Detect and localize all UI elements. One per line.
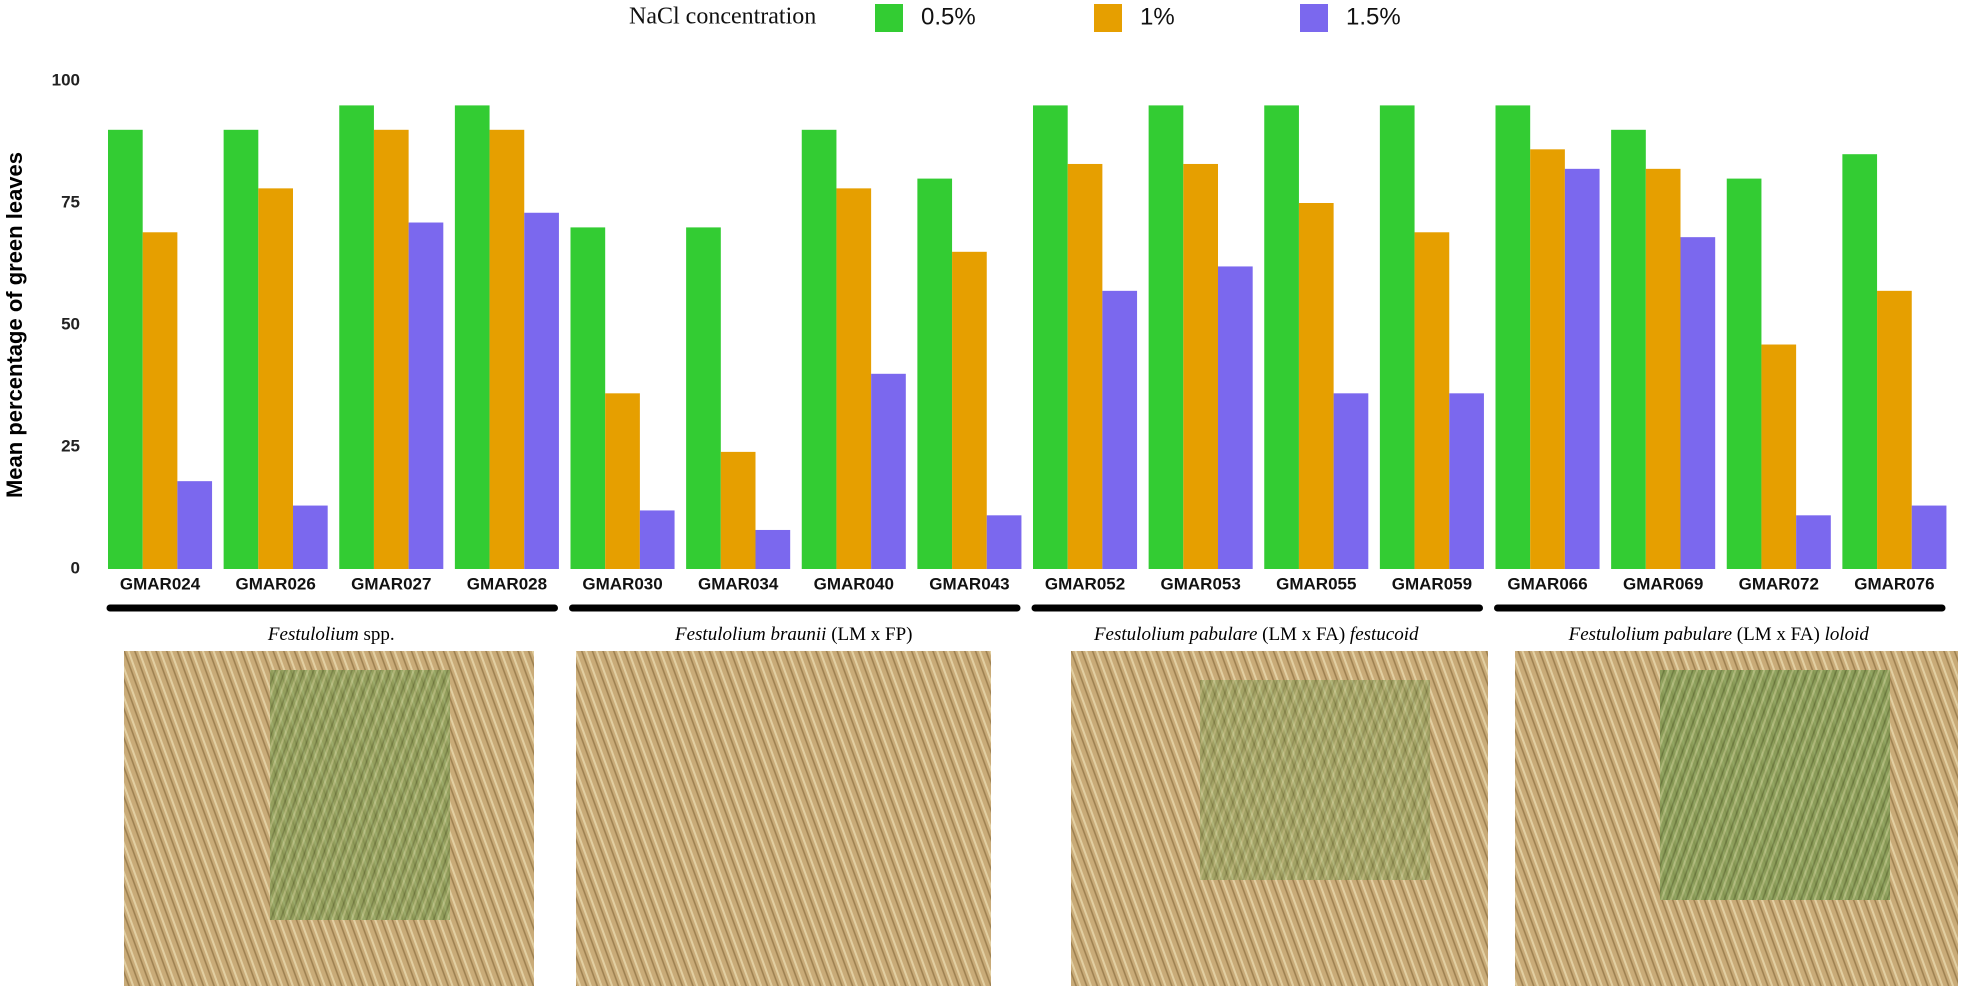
x-tick-label: GMAR028 (467, 574, 547, 593)
photo-green-patch (270, 670, 450, 920)
bar (1414, 232, 1450, 569)
bar (836, 188, 872, 570)
bar (1842, 154, 1878, 569)
group-label: Festulolium braunii (LM x FP) (674, 624, 913, 645)
bar (639, 510, 675, 569)
y-tick-label: 100 (52, 70, 80, 89)
group-label-part: Festulolium pabulare (1093, 624, 1257, 645)
y-tick-label: 50 (61, 314, 80, 333)
bar (917, 178, 953, 569)
bar (142, 232, 178, 569)
bar (1067, 163, 1103, 569)
group-label: Festulolium pabulare (LM x FA) festucoid (1093, 624, 1419, 645)
bar (1379, 105, 1415, 570)
x-tick-label: GMAR069 (1623, 574, 1703, 593)
x-tick-label: GMAR043 (929, 574, 1009, 593)
bar (1726, 178, 1762, 569)
x-tick-label: GMAR059 (1392, 574, 1472, 593)
group-label-part: (LM x FA) (1257, 624, 1350, 645)
bar (1761, 344, 1797, 569)
x-tick-label: GMAR030 (582, 574, 662, 593)
photo-green-patch (1660, 670, 1890, 900)
bar (605, 393, 640, 569)
y-tick-label: 75 (61, 192, 80, 211)
x-tick-label: GMAR066 (1507, 574, 1587, 593)
bar (454, 105, 490, 570)
photo-green-patch (1200, 680, 1430, 880)
group-label-part: (LM x FP) (826, 624, 912, 645)
photos (124, 651, 1958, 986)
x-tick-label: GMAR053 (1161, 574, 1241, 593)
legend-label: 1% (1140, 3, 1175, 30)
bar (1911, 505, 1947, 569)
bar (177, 481, 213, 569)
legend-label: 1.5% (1346, 3, 1401, 30)
group-label-part: (LM x FA) (1732, 624, 1825, 645)
group-label-part: festucoid (1350, 624, 1419, 645)
bar (1183, 163, 1218, 569)
group-label-part: Festulolium pabulare (1568, 624, 1732, 645)
y-tick-label: 25 (61, 436, 80, 455)
legend-swatch (875, 4, 903, 32)
bar (871, 373, 906, 569)
bar (1796, 515, 1831, 569)
group-label-part: loloid (1825, 624, 1870, 645)
x-tick-label: GMAR034 (698, 574, 779, 593)
bar (686, 227, 721, 569)
bar (986, 515, 1022, 569)
bar (258, 188, 293, 570)
group-label: Festulolium pabulare (LM x FA) loloid (1568, 624, 1870, 645)
bar (1033, 105, 1068, 570)
bar (755, 529, 791, 569)
bar (1611, 129, 1646, 570)
group-label-part: Festulolium (267, 624, 359, 645)
bar (1264, 105, 1299, 570)
bar (108, 129, 143, 570)
bar (1680, 237, 1716, 569)
group-label-part: spp. (359, 624, 395, 645)
bar (339, 105, 374, 570)
bar (373, 129, 409, 570)
bar (952, 251, 987, 570)
bar (1148, 105, 1184, 570)
x-tick-label: GMAR076 (1854, 574, 1934, 593)
bar (408, 222, 444, 569)
bar (1218, 266, 1253, 569)
bar (1102, 290, 1138, 569)
bar (1298, 203, 1334, 569)
group-label-part: Festulolium braunii (674, 624, 826, 645)
bar (570, 227, 606, 569)
bar (1449, 393, 1484, 569)
x-tick-label: GMAR072 (1739, 574, 1819, 593)
x-tick-label: GMAR040 (814, 574, 894, 593)
bar (1564, 168, 1600, 569)
bar (1333, 393, 1369, 569)
photo (576, 651, 991, 986)
legend-title: NaCl concentration (629, 4, 816, 30)
bar (1495, 105, 1531, 570)
bar (720, 451, 756, 569)
x-tick-label: GMAR052 (1045, 574, 1125, 593)
bar (801, 129, 837, 570)
bar (524, 212, 559, 569)
group-label: Festulolium spp. (267, 624, 395, 645)
bar (1645, 168, 1681, 569)
legend-swatch (1300, 4, 1328, 32)
bar (1877, 290, 1912, 569)
legend-label: 0.5% (921, 3, 976, 30)
y-tick-label: 0 (71, 558, 80, 577)
legend-swatch (1094, 4, 1122, 32)
bar (293, 505, 328, 569)
bar (1530, 149, 1565, 569)
x-tick-label: GMAR024 (120, 574, 201, 593)
y-axis-title: Mean percentage of green leaves (2, 152, 27, 498)
x-tick-label: GMAR027 (351, 574, 431, 593)
x-tick-label: GMAR055 (1276, 574, 1356, 593)
bar (489, 129, 525, 570)
x-tick-label: GMAR026 (236, 574, 316, 593)
bar (223, 129, 259, 570)
